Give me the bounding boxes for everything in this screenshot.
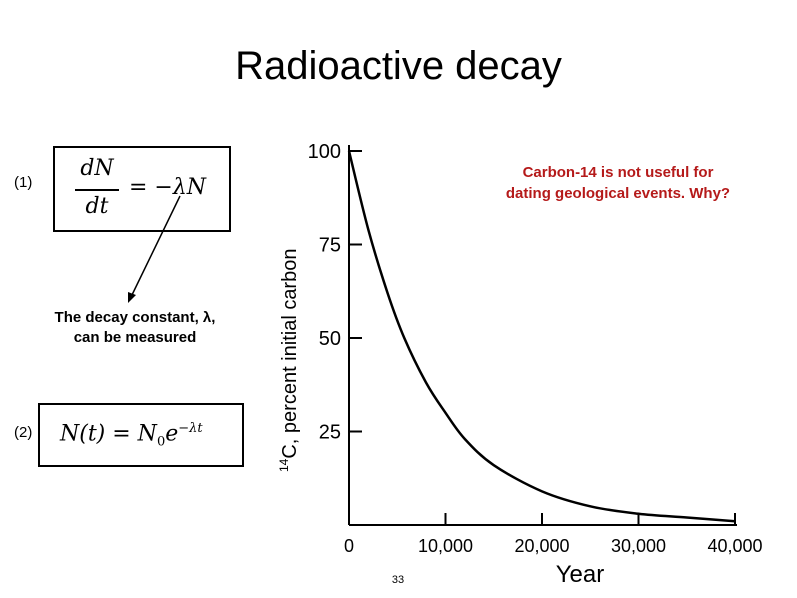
- equation-2-label: (2): [14, 424, 33, 441]
- equation-2-formula: N(t) = N0e−λt: [60, 421, 203, 450]
- slide-title: Radioactive decay: [235, 44, 562, 88]
- y-tick-label: 25: [319, 422, 341, 444]
- equation-2-subscript: 0: [156, 434, 166, 450]
- note-line-1: The decay constant, λ,: [54, 309, 216, 326]
- x-axis-label: Year: [556, 561, 605, 588]
- svg-text:14C, percent initial carbon: 14C, percent initial carbon: [277, 249, 301, 472]
- x-tick-label: 20,000: [514, 536, 569, 556]
- x-tick-label: 10,000: [418, 536, 473, 556]
- y-tick-label: 100: [308, 141, 341, 163]
- decay-constant-note: The decay constant, λ, can be measured: [20, 308, 250, 348]
- y-tick-label: 50: [319, 328, 341, 350]
- question-callout: Carbon-14 is not useful for dating geolo…: [468, 162, 768, 204]
- x-tick-label: 30,000: [611, 536, 666, 556]
- slide-number: 33: [391, 574, 405, 586]
- equation-2-box: N(t) = N0e−λt: [38, 403, 244, 467]
- fraction-bar: [75, 189, 119, 191]
- equation-1-box: dN dt = −λN: [53, 146, 231, 232]
- question-line-2: dating geological events. Why?: [505, 185, 731, 202]
- x-tick-label: 0: [344, 536, 354, 556]
- note-line-2: can be measured: [73, 329, 197, 346]
- y-axis-label: 14C, percent initial carbon: [277, 249, 301, 472]
- x-tick-label: 40,000: [707, 536, 762, 556]
- equation-2-lhs: N(t) = N: [60, 421, 157, 447]
- equation-2-exponent: −λt: [178, 421, 203, 436]
- equation-1-numerator: dN: [80, 156, 114, 181]
- equation-1-label: (1): [14, 174, 33, 191]
- equation-2-base: e: [165, 421, 179, 447]
- equation-1-denominator: dt: [85, 194, 109, 219]
- y-tick-label: 75: [319, 235, 341, 257]
- equation-1-rhs: = −λN: [129, 175, 207, 200]
- question-line-1: Carbon-14 is not useful for: [522, 164, 714, 181]
- decay-curve: [347, 150, 736, 523]
